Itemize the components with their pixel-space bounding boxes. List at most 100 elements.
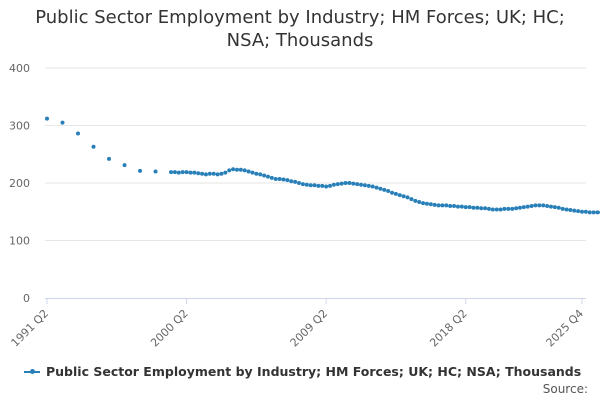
data-point [176,170,181,175]
data-point [413,198,418,203]
x-axis: 1991 Q2 2000 Q2 2009 Q2 2018 Q2 2025 Q4 [9,298,587,350]
data-point [459,204,464,209]
data-point [421,201,426,206]
data-point [196,171,201,176]
x-tick-label: 2025 Q4 [544,307,587,350]
data-point [471,205,476,210]
y-tick-label: 100 [9,235,30,248]
data-point [281,177,286,182]
data-point [568,208,573,213]
data-point [265,174,270,179]
data-point [347,181,352,185]
data-point [386,189,391,194]
data-point [343,181,348,185]
data-point [188,170,193,175]
y-axis-ticks: 0 100 200 300 400 [9,62,30,305]
gridlines [45,67,586,241]
data-point [378,186,383,191]
source-note: Source: [542,382,588,396]
data-point [494,207,499,212]
data-point [595,210,600,215]
x-tick-label: 2009 Q2 [288,307,331,350]
data-point [424,201,429,206]
data-point [246,169,251,174]
data-point [502,206,507,211]
data-point [374,185,379,190]
y-tick-label: 200 [9,177,30,190]
data-point [180,170,185,175]
data-point [541,203,546,208]
data-point [366,183,371,188]
data-point [238,167,243,172]
legend-label: Public Sector Employment by Industry; HM… [46,364,582,379]
data-point [331,182,336,187]
data-point [234,167,239,172]
y-tick-label: 400 [9,62,30,75]
x-tick-label: 2000 Q2 [148,307,191,350]
data-point [463,205,468,210]
data-point [207,171,212,176]
x-tick-label: 1991 Q2 [9,307,52,350]
data-point [486,206,491,211]
data-point [203,172,208,177]
data-point [153,169,158,174]
data-point [169,170,174,175]
legend[interactable]: Public Sector Employment by Industry; HM… [24,364,581,379]
data-point [335,182,340,187]
data-point [285,178,290,183]
data-point [455,204,460,209]
data-point [537,203,542,208]
data-point [432,202,437,207]
data-point [296,181,301,185]
data-point [390,190,395,195]
data-point [107,156,112,161]
data-point [300,182,305,187]
data-point [448,204,453,208]
data-point [436,203,441,208]
data-point [316,183,321,188]
data-point [529,204,534,208]
data-point [591,210,596,215]
data-point [223,170,228,175]
data-point [564,207,569,212]
data-point [444,203,449,208]
data-point [277,176,282,181]
data-point [273,176,278,181]
data-point [475,205,480,210]
data-point [560,206,565,211]
data-point [506,206,511,211]
data-point [548,204,553,209]
data-point [227,168,232,173]
data-point [545,204,550,208]
data-point [401,194,406,199]
data-point [351,181,356,186]
data-point [192,170,197,175]
chart-title-line-2: NSA; Thousands [226,30,374,51]
y-tick-label: 0 [23,292,30,305]
data-point [521,205,526,210]
data-point [215,172,220,177]
data-points [45,116,600,215]
data-point [479,206,484,211]
data-point [312,183,317,188]
data-point [397,193,402,198]
chart-title-line-1: Public Sector Employment by Industry; HM… [35,7,565,28]
data-point [339,181,344,186]
data-point [405,195,410,200]
data-point [45,116,49,121]
data-point [483,206,488,211]
data-point [91,144,96,149]
data-point [138,168,143,173]
data-point [200,171,205,176]
data-point [498,207,503,212]
data-point [533,203,538,208]
data-point [184,170,189,175]
data-point [417,199,422,204]
data-point [304,182,309,187]
data-point [382,187,387,192]
data-point [308,183,313,188]
data-point [556,205,561,210]
data-point [580,209,584,214]
data-point [242,168,247,173]
